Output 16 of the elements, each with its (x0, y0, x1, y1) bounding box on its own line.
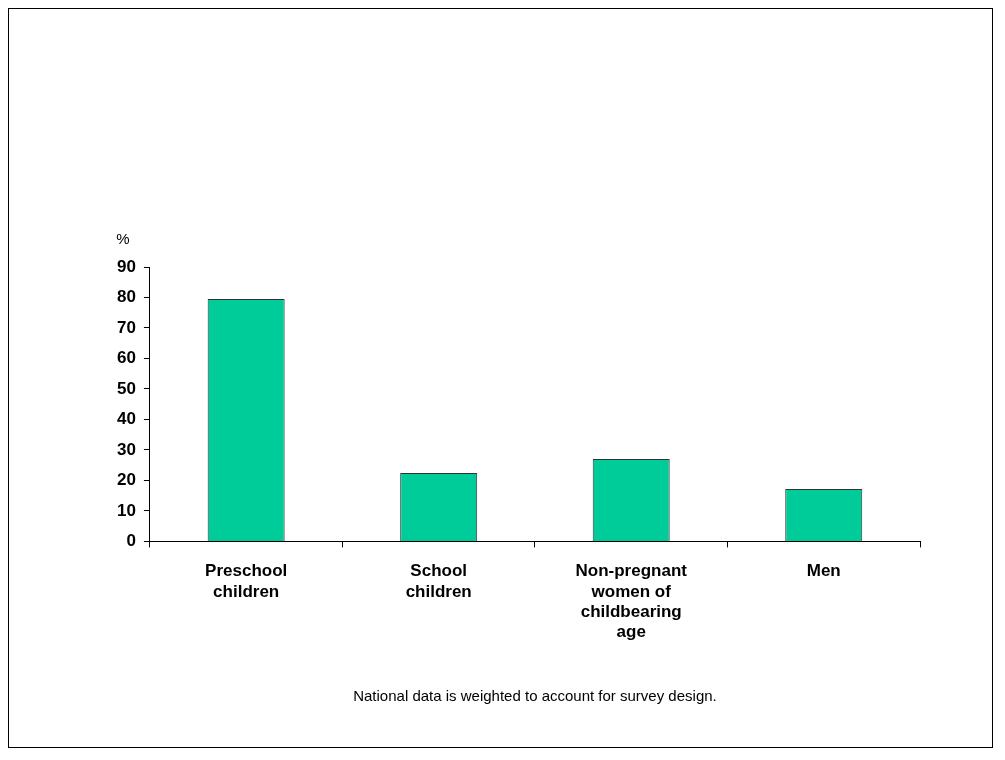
y-axis-title: % (116, 229, 130, 247)
x-tick-label: Men (806, 561, 841, 581)
y-tick-label: 90 (116, 256, 136, 276)
y-tick-label: 70 (116, 317, 136, 337)
y-tick-label: 60 (116, 348, 136, 368)
y-tick-label: 40 (116, 409, 136, 429)
y-tick-label: 0 (126, 531, 136, 551)
x-tick-label: Preschool children (205, 561, 288, 601)
y-tick-label: 80 (116, 287, 136, 307)
y-tick-label: 50 (116, 378, 136, 398)
x-tick-label: School children (405, 561, 472, 601)
text: National data is weighted to account for survey design. (353, 687, 717, 705)
y-tick-label: 20 (116, 470, 136, 490)
y-tick-label: 30 (116, 439, 136, 459)
y-tick-label: 10 (116, 500, 136, 520)
x-tick-label: Non-pregnant women of childbearing age (575, 561, 688, 642)
